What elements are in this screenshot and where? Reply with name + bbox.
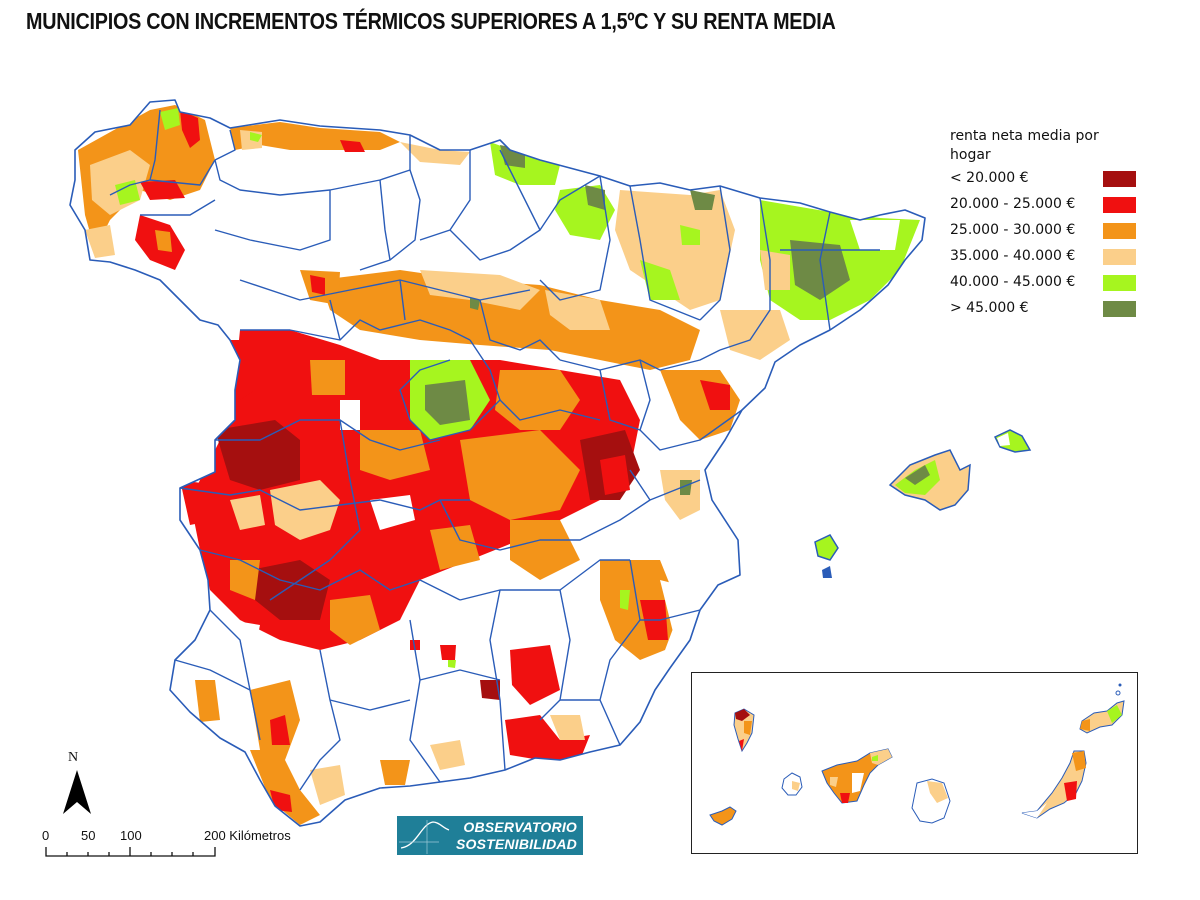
legend-item-label: < 20.000 € [950,170,1029,186]
canary-islands-inset [691,672,1138,854]
legend-swatch [1103,275,1136,291]
scale-tick-200: 200 Kilómetros [204,828,291,843]
north-label: N [68,750,79,765]
legend-swatch [1103,223,1136,239]
legend-item-label: > 45.000 € [950,300,1029,316]
peninsula [69,99,926,827]
curve-logo-icon [399,820,450,854]
choropleth-fills [78,105,920,825]
observatorio-sostenibilidad-logo: OBSERVATORIO SOSTENIBILIDAD [397,816,583,855]
legend: renta neta media por hogar < 20.000 € 20… [950,127,1150,321]
legend-item: 25.000 - 30.000 € [950,217,1150,243]
legend-item: > 45.000 € [950,295,1150,321]
legend-item-label: 40.000 - 45.000 € [950,274,1076,290]
legend-swatch [1103,301,1136,317]
legend-swatch [1103,249,1136,265]
north-arrow-icon [63,770,91,814]
scale-tick-100: 100 [120,828,142,843]
balearic-islands [814,429,1032,578]
legend-swatch [1103,171,1136,187]
region-boundaries [69,99,926,827]
legend-item-label: 25.000 - 30.000 € [950,222,1076,238]
scale-bar [45,847,216,857]
canary-islands-map [709,683,1125,826]
legend-item-label: 35.000 - 40.000 € [950,248,1076,264]
legend-item: < 20.000 € [950,165,1150,191]
legend-item: 35.000 - 40.000 € [950,243,1150,269]
scale-tick-50: 50 [81,828,96,843]
logo-line2: SOSTENIBILIDAD [455,836,577,852]
legend-title: renta neta media por hogar [950,128,1099,163]
logo-line1: OBSERVATORIO [463,819,577,835]
legend-item: 20.000 - 25.000 € [950,191,1150,217]
legend-swatch [1103,197,1136,213]
legend-item-label: 20.000 - 25.000 € [950,196,1076,212]
legend-item: 40.000 - 45.000 € [950,269,1150,295]
map-title: MUNICIPIOS CON INCREMENTOS TÉRMICOS SUPE… [26,8,836,34]
scale-tick-0: 0 [42,828,50,843]
